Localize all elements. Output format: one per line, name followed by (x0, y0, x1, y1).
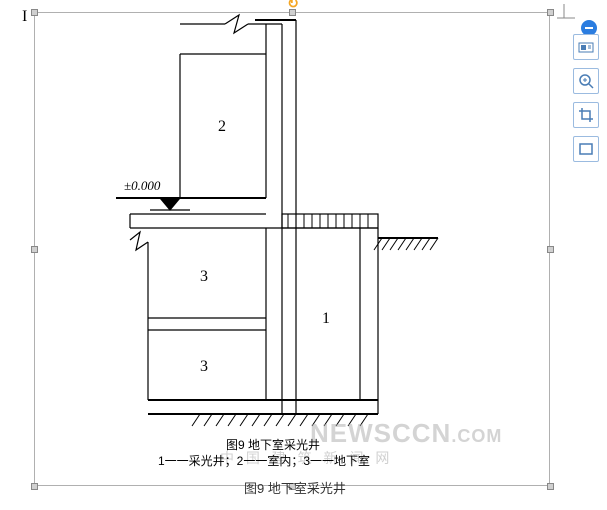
figure-caption-1: 图9 地下室采光井 (226, 436, 320, 453)
watermark-text: NEWSCCN.COM (310, 418, 502, 449)
canvas: I ↻ (0, 0, 607, 510)
label-lightwell-1: 1 (322, 310, 330, 328)
figure-legend: 1一一采光井；2一一室内；3一一地下室 (158, 452, 370, 469)
watermark-suffix: .COM (451, 426, 502, 446)
level-text: ±0.000 (124, 178, 160, 194)
label-room-3a: 3 (200, 268, 208, 286)
watermark-main: NEWSCCN (310, 418, 451, 448)
figure-caption-2: 图9 地下室采光井 (244, 478, 346, 497)
label-room-2: 2 (218, 118, 226, 136)
diagram-svg (0, 0, 607, 510)
label-room-3b: 3 (200, 358, 208, 376)
